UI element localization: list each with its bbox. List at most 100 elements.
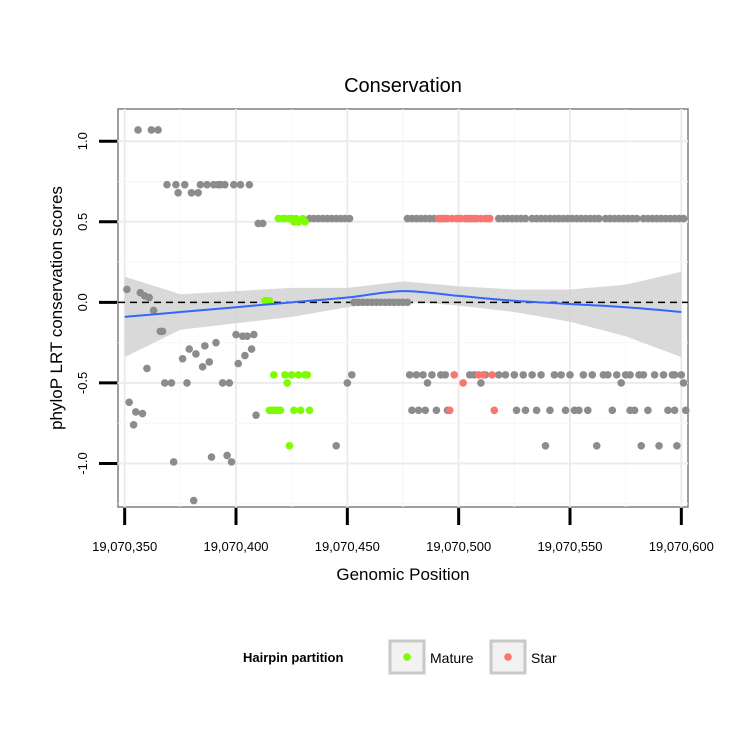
point-other	[626, 371, 634, 379]
point-other	[588, 371, 597, 379]
point-other	[412, 371, 421, 379]
y-axis-title: phyloP LRT conservation scores	[47, 186, 66, 430]
point-other	[405, 371, 414, 379]
point-star	[459, 379, 467, 387]
point-other	[169, 458, 178, 466]
chart-title: Conservation	[344, 75, 462, 97]
x-axis: 19,070,350 19,070,400 19,070,450 19,070,500…	[92, 508, 714, 554]
point-other	[679, 214, 688, 223]
point-other	[592, 441, 601, 450]
smooth-trend-line	[124, 290, 682, 318]
point-other	[212, 338, 220, 347]
point-other	[347, 371, 356, 379]
legend-item-mature: Mature	[388, 639, 474, 675]
point-mature	[285, 441, 294, 450]
legend-dot-mature	[403, 653, 411, 661]
point-other	[160, 379, 169, 387]
legend-title: Hairpin partition	[243, 650, 343, 665]
point-other	[546, 406, 554, 415]
point-other	[149, 306, 158, 315]
point-other	[229, 180, 238, 189]
point-other	[579, 371, 588, 379]
y-tick-label: -0.5	[75, 372, 90, 394]
point-other	[604, 371, 612, 379]
point-other	[432, 406, 441, 415]
point-other	[670, 371, 679, 379]
point-other	[659, 371, 668, 379]
point-other	[566, 371, 574, 379]
confidence-band-area	[124, 271, 682, 358]
point-other	[223, 451, 231, 460]
point-other	[679, 379, 688, 387]
point-mature	[283, 379, 292, 387]
point-other	[501, 371, 510, 379]
point-star	[486, 214, 494, 223]
point-other	[528, 371, 536, 379]
point-other	[174, 188, 182, 197]
point-star	[488, 371, 496, 379]
point-other	[125, 398, 133, 407]
point-other	[154, 126, 162, 134]
point-other	[129, 421, 138, 429]
point-other	[419, 371, 427, 379]
point-other	[681, 406, 690, 415]
point-other	[143, 364, 151, 373]
plot-panel	[117, 108, 690, 508]
point-other	[677, 371, 686, 379]
y-axis: -1.0 -0.5 0.0 0.5 1.0	[75, 132, 117, 475]
point-other	[158, 327, 167, 336]
point-other	[632, 214, 641, 223]
point-other	[172, 180, 180, 189]
smooth-line	[124, 290, 682, 318]
point-other	[541, 441, 550, 450]
point-other	[670, 406, 679, 415]
x-tick-label: 19,070,600	[649, 539, 714, 554]
point-other	[227, 458, 236, 466]
point-other	[243, 332, 251, 340]
point-other	[205, 358, 214, 366]
point-other	[241, 351, 249, 360]
point-other	[637, 441, 646, 450]
point-other	[247, 345, 256, 353]
point-other	[626, 406, 634, 415]
point-other	[185, 345, 194, 353]
point-other	[428, 371, 436, 379]
confidence-band	[124, 271, 682, 358]
point-other	[423, 379, 432, 387]
point-mature	[265, 296, 274, 305]
point-other	[644, 406, 652, 415]
legend: Hairpin partition Mature Star	[243, 639, 557, 675]
point-other	[167, 379, 176, 387]
point-other	[189, 496, 198, 505]
legend-label-star: Star	[531, 650, 557, 666]
point-other	[198, 363, 207, 371]
point-other	[537, 371, 545, 379]
point-other	[221, 180, 229, 189]
point-other	[561, 406, 570, 415]
point-other	[203, 180, 211, 189]
point-other	[441, 371, 450, 379]
point-other	[192, 350, 200, 358]
point-other	[123, 285, 131, 294]
legend-label-mature: Mature	[430, 650, 474, 666]
point-other	[608, 406, 617, 415]
point-other	[477, 379, 485, 387]
point-mature	[296, 406, 305, 415]
y-tick-label: -1.0	[75, 452, 90, 474]
point-other	[494, 371, 503, 379]
point-other	[201, 342, 209, 350]
point-other	[194, 188, 202, 197]
point-other	[187, 188, 196, 197]
point-other	[512, 406, 521, 415]
point-other	[595, 214, 603, 223]
point-other	[617, 379, 626, 387]
legend-item-star: Star	[489, 639, 557, 675]
legend-dot-star	[504, 653, 512, 661]
x-tick-label: 19,070,350	[92, 539, 157, 554]
y-tick-label: 0.5	[75, 213, 90, 231]
point-other	[207, 453, 216, 461]
point-other	[232, 330, 240, 339]
point-mature	[281, 371, 289, 379]
data-points	[123, 126, 690, 505]
point-mature	[276, 406, 285, 415]
